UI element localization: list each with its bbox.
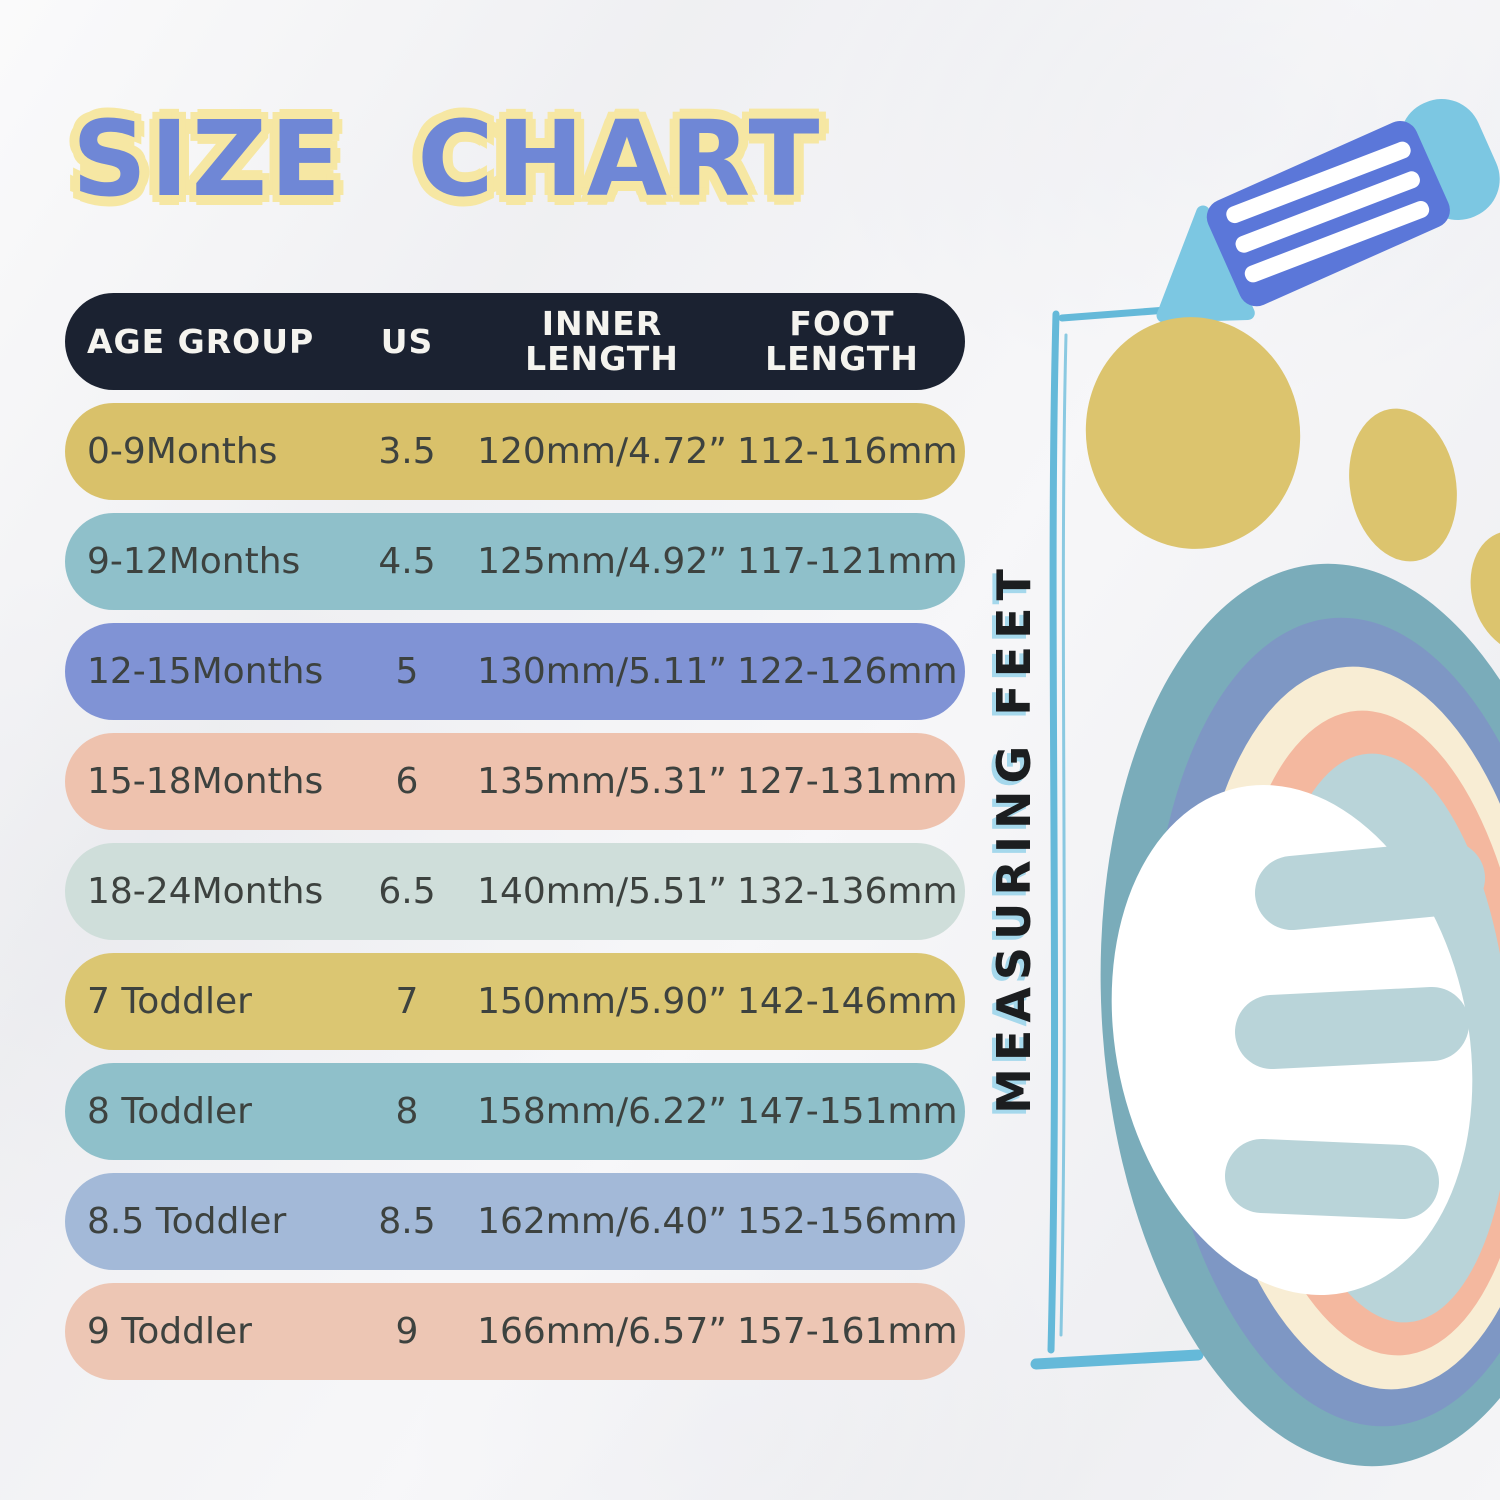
cell-age-group: 18-24Months: [87, 871, 324, 912]
header-foot-length: FOOT LENGTH: [737, 304, 947, 378]
cell-foot-length: 142-146mm: [737, 981, 958, 1022]
cell-inner-length: 158mm/6.22”: [477, 1091, 727, 1132]
cell-age-group: 0-9Months: [87, 431, 278, 472]
table-row: 0-9Months 3.5 120mm/4.72” 112-116mm: [65, 403, 965, 500]
cell-inner-length: 130mm/5.11”: [477, 651, 727, 692]
cell-age-group: 9 Toddler: [87, 1311, 252, 1352]
cell-foot-length: 152-156mm: [737, 1201, 958, 1242]
cell-us-size: 7: [395, 981, 419, 1022]
table-row: 12-15Months 5 130mm/5.11” 122-126mm: [65, 623, 965, 720]
footprint-squiggle: [1225, 841, 1485, 1219]
table-row: 9 Toddler 9 166mm/6.57” 157-161mm: [65, 1283, 965, 1380]
header-foot-length-line1: FOOT: [789, 304, 895, 344]
cell-us-size: 4.5: [378, 541, 436, 582]
footprint-toes: [1085, 317, 1500, 653]
cell-age-group: 8 Toddler: [87, 1091, 252, 1132]
footprint-sole: [1100, 563, 1500, 1467]
table-row: 9-12Months 4.5 125mm/4.92” 117-121mm: [65, 513, 965, 610]
cell-us-size: 9: [395, 1311, 419, 1352]
pencil-stripes: [1226, 141, 1430, 283]
cell-us-size: 6.5: [378, 871, 436, 912]
cell-foot-length: 127-131mm: [737, 761, 958, 802]
cell-us-size: 8: [395, 1091, 419, 1132]
cell-foot-length: 147-151mm: [737, 1091, 958, 1132]
cell-inner-length: 162mm/6.40”: [477, 1201, 727, 1242]
cell-inner-length: 135mm/5.31”: [477, 761, 727, 802]
cell-inner-length: 166mm/6.57”: [477, 1311, 727, 1352]
cell-age-group: 9-12Months: [87, 541, 301, 582]
cell-us-size: 8.5: [378, 1201, 436, 1242]
foot-illustration: [1030, 99, 1500, 1467]
cell-us-size: 5: [395, 651, 419, 692]
table-row: 8 Toddler 8 158mm/6.22” 147-151mm: [65, 1063, 965, 1160]
table-header-row: AGE GROUP US INNER LENGTH FOOT LENGTH: [65, 293, 965, 390]
header-us: US: [380, 322, 434, 361]
header-inner-length-line1: INNER: [541, 304, 663, 344]
cell-foot-length: 132-136mm: [737, 871, 958, 912]
header-foot-length-line2: LENGTH: [765, 338, 919, 378]
cell-age-group: 15-18Months: [87, 761, 324, 802]
cell-foot-length: 157-161mm: [737, 1311, 958, 1352]
table-row: 8.5 Toddler 8.5 162mm/6.40” 152-156mm: [65, 1173, 965, 1270]
cell-age-group: 12-15Months: [87, 651, 324, 692]
cell-inner-length: 125mm/4.92”: [477, 541, 727, 582]
header-age-group: AGE GROUP: [87, 322, 315, 361]
page-title: SIZE CHART: [72, 98, 823, 220]
table-row: 15-18Months 6 135mm/5.31” 127-131mm: [65, 733, 965, 830]
cell-inner-length: 140mm/5.51”: [477, 871, 727, 912]
header-inner-length-line2: LENGTH: [525, 338, 679, 378]
cell-foot-length: 122-126mm: [737, 651, 958, 692]
cell-inner-length: 150mm/5.90”: [477, 981, 727, 1022]
cell-foot-length: 112-116mm: [737, 431, 958, 472]
cell-us-size: 6: [395, 761, 419, 802]
cell-inner-length: 120mm/4.72”: [477, 431, 727, 472]
pencil-icon: [1156, 99, 1500, 323]
header-inner-length: INNER LENGTH: [467, 304, 737, 378]
cell-age-group: 7 Toddler: [87, 981, 252, 1022]
size-table-rows: 0-9Months 3.5 120mm/4.72” 112-116mm 9-12…: [65, 403, 965, 1380]
table-row: 7 Toddler 7 150mm/5.90” 142-146mm: [65, 953, 965, 1050]
size-table: AGE GROUP US INNER LENGTH FOOT LENGTH 0-…: [65, 293, 965, 1380]
cell-foot-length: 117-121mm: [737, 541, 958, 582]
table-row: 18-24Months 6.5 140mm/5.51” 132-136mm: [65, 843, 965, 940]
cell-age-group: 8.5 Toddler: [87, 1201, 287, 1242]
cell-us-size: 3.5: [378, 431, 436, 472]
